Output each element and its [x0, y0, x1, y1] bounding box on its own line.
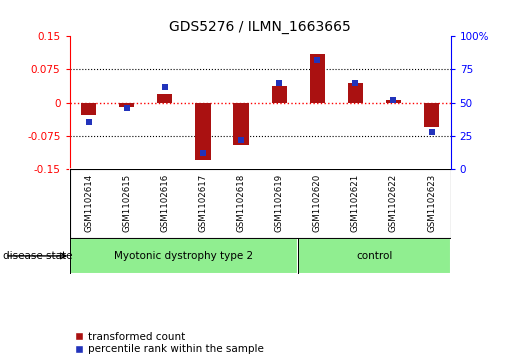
Text: Myotonic dystrophy type 2: Myotonic dystrophy type 2 [114, 251, 253, 261]
Text: GSM1102617: GSM1102617 [198, 174, 208, 232]
Bar [157, 94, 173, 102]
Text: GSM1102621: GSM1102621 [351, 174, 360, 232]
Text: GSM1102619: GSM1102619 [274, 174, 284, 232]
Bar [310, 54, 325, 102]
Text: GSM1102616: GSM1102616 [160, 174, 169, 232]
Bar [70, 238, 298, 274]
Bar [348, 83, 363, 102]
Bar [119, 102, 134, 107]
Legend: transformed count, percentile rank within the sample: transformed count, percentile rank withi… [75, 332, 264, 354]
Bar [233, 102, 249, 144]
Title: GDS5276 / ILMN_1663665: GDS5276 / ILMN_1663665 [169, 20, 351, 34]
Text: GSM1102620: GSM1102620 [313, 174, 322, 232]
Text: disease state: disease state [3, 251, 72, 261]
Bar [271, 86, 287, 102]
Text: GSM1102622: GSM1102622 [389, 174, 398, 232]
Bar [81, 102, 96, 115]
Bar [195, 102, 211, 160]
Text: GSM1102615: GSM1102615 [122, 174, 131, 232]
Bar [424, 102, 439, 127]
Text: GSM1102614: GSM1102614 [84, 174, 93, 232]
Text: GSM1102623: GSM1102623 [427, 174, 436, 232]
Text: control: control [356, 251, 392, 261]
Bar [386, 100, 401, 102]
Text: GSM1102618: GSM1102618 [236, 174, 246, 232]
Bar [298, 238, 451, 274]
